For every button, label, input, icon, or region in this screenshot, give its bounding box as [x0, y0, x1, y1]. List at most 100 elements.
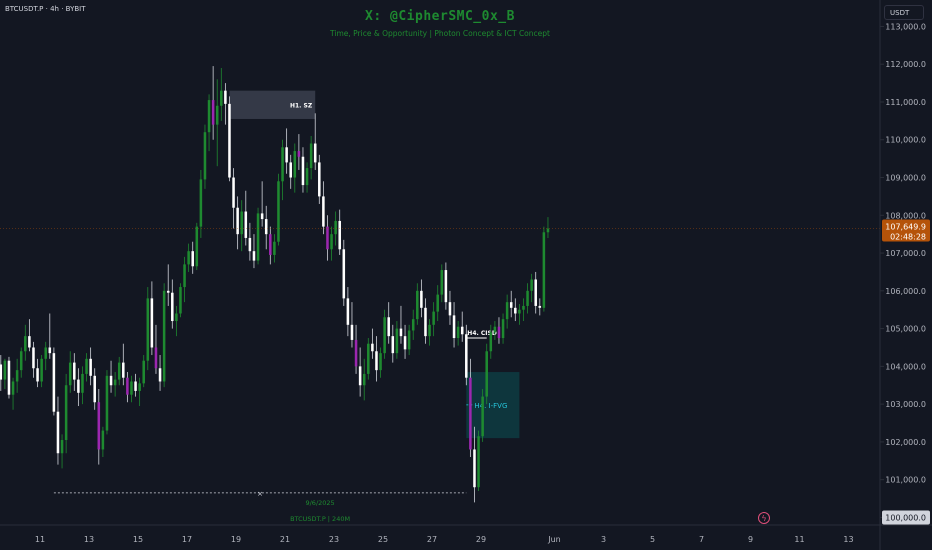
candle-body [81, 373, 84, 393]
candle [154, 324, 158, 374]
candle [440, 264, 444, 303]
candle-body [416, 290, 419, 320]
candle-body [166, 290, 170, 293]
candle-body [440, 270, 444, 295]
candle [460, 311, 464, 342]
candle [416, 283, 419, 325]
candle [473, 426, 476, 503]
candle-body [375, 351, 378, 371]
bottom-label: BTCUSDT.P | 240M [290, 515, 350, 523]
y-tick-label: 112,000.0 [885, 60, 926, 69]
candle [93, 368, 96, 410]
candle-body [109, 375, 113, 386]
candle [101, 426, 105, 458]
y-tick-label: 105,000.0 [885, 325, 926, 334]
candle-body [367, 343, 370, 374]
candle [481, 389, 484, 442]
candle-body [448, 302, 452, 316]
candle-body [0, 364, 3, 380]
candle-body [134, 381, 137, 391]
candle [371, 328, 374, 359]
candle [428, 319, 431, 346]
candle [432, 302, 435, 337]
candle-body [534, 279, 537, 306]
candle-body [150, 298, 154, 348]
candle [301, 147, 305, 193]
candle [3, 358, 7, 390]
candle-body [203, 132, 207, 180]
candle [44, 341, 47, 371]
candle [36, 358, 39, 388]
candle-body [183, 264, 186, 288]
candle-body [175, 313, 178, 322]
candle-body [28, 336, 31, 348]
candle [236, 196, 239, 250]
candle-body [93, 375, 96, 403]
candle [546, 217, 550, 238]
y-tick-label: 111,000.0 [885, 98, 926, 107]
candle [28, 319, 31, 352]
x-tick-label: 29 [476, 535, 486, 544]
candle-body [48, 347, 52, 354]
candle [273, 234, 276, 263]
candle [322, 181, 325, 235]
candle [105, 370, 109, 435]
candle [122, 343, 125, 386]
currency-button[interactable]: USDT [884, 5, 924, 20]
candle [358, 347, 362, 397]
candle-body [293, 151, 297, 178]
lightning-icon[interactable]: ϟ [758, 512, 770, 524]
candle-body [138, 383, 141, 391]
candle [207, 94, 211, 152]
candle-body [342, 249, 346, 299]
countdown-label: 02:48:28 [890, 233, 926, 242]
candle-body [126, 377, 129, 395]
candle-body [85, 358, 88, 374]
candle [350, 302, 354, 348]
candle [56, 396, 60, 465]
candle [187, 243, 190, 272]
candle-body [428, 324, 431, 337]
candle-body [24, 336, 27, 352]
candle [142, 355, 145, 388]
candle [32, 341, 35, 378]
candle [367, 338, 370, 380]
candle [215, 79, 219, 167]
candle [452, 302, 456, 348]
candle [113, 372, 117, 397]
x-tick-label: 13 [84, 535, 94, 544]
candle-body [11, 381, 15, 395]
candle [138, 377, 141, 407]
candle-body [211, 100, 215, 125]
candle [68, 351, 72, 393]
candle-body [493, 326, 497, 333]
candle-body [309, 143, 313, 169]
candle-body [465, 334, 468, 378]
candle [538, 298, 542, 316]
candle-body [330, 234, 333, 250]
candle [220, 67, 223, 121]
candle-body [444, 270, 448, 303]
candle [199, 169, 203, 238]
candle-body [215, 105, 219, 125]
candle-body [224, 90, 227, 104]
y-tick-label: 104,000.0 [885, 362, 926, 371]
candle-body [481, 396, 484, 437]
low-line-marker: × [257, 490, 263, 498]
candle-body [501, 319, 505, 339]
candle-body [546, 228, 550, 233]
candle-body [232, 177, 235, 208]
candle-body [179, 287, 182, 314]
candle-body [358, 366, 362, 386]
candle-body [32, 347, 35, 369]
h1-sz-zone [229, 90, 316, 119]
candle [195, 222, 199, 271]
candle-body [3, 360, 7, 380]
candle-body [73, 362, 76, 380]
candle [326, 215, 329, 261]
candle-body [371, 343, 374, 352]
candle-body [117, 362, 121, 380]
candle-body [44, 347, 47, 359]
